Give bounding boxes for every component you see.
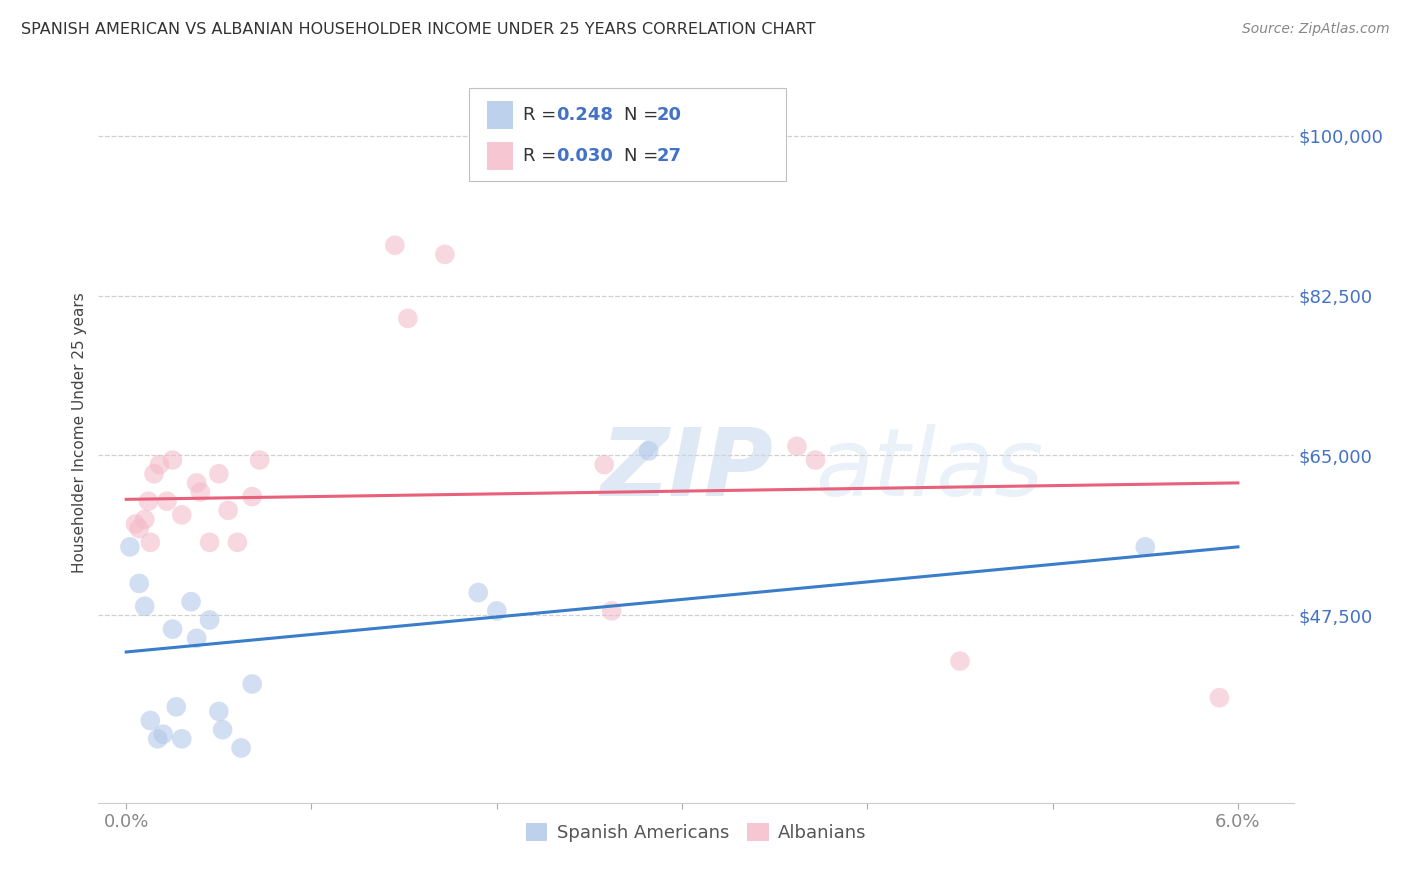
Legend: Spanish Americans, Albanians: Spanish Americans, Albanians bbox=[519, 815, 873, 849]
Text: SPANISH AMERICAN VS ALBANIAN HOUSEHOLDER INCOME UNDER 25 YEARS CORRELATION CHART: SPANISH AMERICAN VS ALBANIAN HOUSEHOLDER… bbox=[21, 22, 815, 37]
Point bbox=[128, 576, 150, 591]
FancyBboxPatch shape bbox=[486, 142, 513, 169]
FancyBboxPatch shape bbox=[486, 101, 513, 129]
Text: 27: 27 bbox=[657, 146, 682, 165]
Point bbox=[949, 654, 972, 668]
Point bbox=[229, 741, 252, 756]
Point bbox=[593, 458, 616, 472]
Text: 0.030: 0.030 bbox=[557, 146, 613, 165]
Point bbox=[180, 595, 202, 609]
Point bbox=[143, 467, 166, 481]
Point bbox=[186, 475, 208, 490]
Text: R =: R = bbox=[523, 146, 561, 165]
Point bbox=[208, 467, 231, 481]
Point bbox=[211, 723, 233, 737]
Point bbox=[170, 508, 193, 522]
Y-axis label: Householder Income Under 25 years: Householder Income Under 25 years bbox=[72, 293, 87, 573]
Text: ZIP: ZIP bbox=[600, 424, 773, 516]
Point bbox=[139, 714, 162, 728]
Point bbox=[188, 485, 211, 500]
Point bbox=[139, 535, 162, 549]
Text: N =: N = bbox=[624, 106, 664, 124]
Point bbox=[433, 247, 456, 261]
Point bbox=[600, 604, 623, 618]
Point bbox=[162, 453, 184, 467]
Point bbox=[156, 494, 179, 508]
Point bbox=[128, 522, 150, 536]
Text: N =: N = bbox=[624, 146, 664, 165]
Point bbox=[1208, 690, 1230, 705]
Point bbox=[198, 613, 221, 627]
Point bbox=[240, 490, 263, 504]
Point bbox=[198, 535, 221, 549]
Point bbox=[240, 677, 263, 691]
Point bbox=[637, 443, 659, 458]
Point bbox=[152, 727, 174, 741]
Text: 0.248: 0.248 bbox=[557, 106, 613, 124]
Text: R =: R = bbox=[523, 106, 561, 124]
Point bbox=[1135, 540, 1157, 554]
Point bbox=[134, 512, 156, 526]
Point bbox=[217, 503, 239, 517]
Point bbox=[249, 453, 271, 467]
Point bbox=[134, 599, 156, 614]
Text: 20: 20 bbox=[657, 106, 682, 124]
Text: Source: ZipAtlas.com: Source: ZipAtlas.com bbox=[1241, 22, 1389, 37]
Point bbox=[226, 535, 249, 549]
Point bbox=[165, 699, 187, 714]
Point bbox=[786, 439, 808, 453]
Point bbox=[148, 458, 170, 472]
Point bbox=[396, 311, 419, 326]
Point bbox=[162, 622, 184, 636]
Point bbox=[186, 632, 208, 646]
Text: atlas: atlas bbox=[815, 424, 1043, 516]
Point bbox=[170, 731, 193, 746]
Point bbox=[485, 604, 508, 618]
Point bbox=[138, 494, 160, 508]
Point bbox=[146, 731, 169, 746]
Point bbox=[208, 705, 231, 719]
Point bbox=[467, 585, 489, 599]
Point bbox=[804, 453, 827, 467]
FancyBboxPatch shape bbox=[470, 88, 786, 181]
Point bbox=[124, 516, 146, 531]
Point bbox=[384, 238, 406, 252]
Point bbox=[118, 540, 141, 554]
